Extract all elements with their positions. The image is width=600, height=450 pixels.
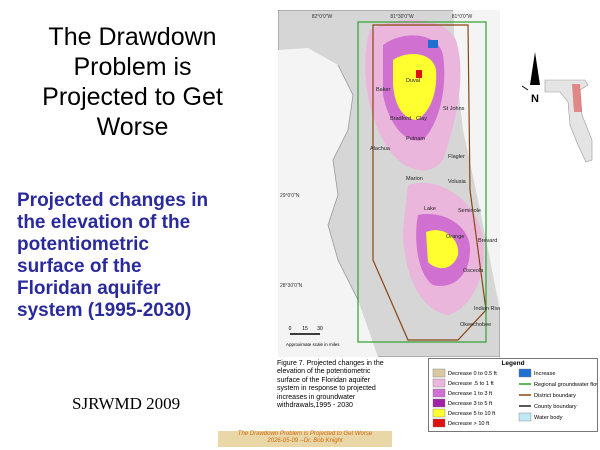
- district-boundary: [372, 24, 487, 341]
- county-label: Okeechobee: [460, 322, 491, 328]
- longitude-label: 82°0'0"W: [312, 14, 333, 20]
- legend-swatch: [432, 388, 446, 398]
- subtitle-line: Floridan aquifer: [17, 278, 161, 299]
- latitude-label: 28°30'0"N: [280, 283, 303, 289]
- legend-swatch: [432, 398, 446, 408]
- legend-label: Decrease 0 to 0.5 ft: [448, 371, 497, 377]
- figure-caption: Figure 7. Projected changes in the elevat…: [277, 360, 427, 410]
- scale-label: Approximate scale in miles: [286, 342, 340, 347]
- legend-label: County boundary: [534, 404, 577, 410]
- legend-label: Decrease 5 to 10 ft: [448, 411, 496, 417]
- legend-label: District boundary: [534, 393, 576, 399]
- subtitle-line: system (1995-2030): [17, 300, 192, 321]
- county-label: Brevard: [478, 238, 497, 244]
- county-label: Marion: [406, 176, 423, 182]
- scale-tick-label: 30: [317, 326, 323, 332]
- legend-label: Increase: [534, 371, 555, 377]
- county-label: Osceola: [463, 268, 484, 274]
- title-line: Worse: [96, 113, 169, 141]
- county-label: Orange: [446, 234, 464, 240]
- coast: [327, 64, 359, 301]
- subtitle-line: surface of the: [17, 256, 142, 277]
- legend-label: Decrease 1 to 3 ft: [448, 391, 493, 397]
- longitude-label: 81°0'0"W: [452, 14, 473, 20]
- legend-label: Regional groundwater flow model boundary: [534, 382, 597, 388]
- legend-label: Water body: [534, 415, 563, 421]
- scale-tick-label: 0: [289, 326, 292, 332]
- footer: The Drawdown Problem is Projected to Get…: [218, 431, 392, 447]
- legend-label: Decrease 3 to 5 ft: [448, 401, 493, 407]
- model-boundary: [357, 21, 487, 343]
- blue-spot: [428, 40, 438, 48]
- legend-swatch: [432, 378, 446, 388]
- scale-tick-label: 15: [302, 326, 308, 332]
- legend-swatch: [432, 368, 446, 378]
- legend: Legend Decrease 0 to 0.5 ft Decrease .5 t…: [428, 358, 600, 432]
- inset-map: N: [521, 52, 593, 163]
- title-line: Problem is: [73, 53, 192, 81]
- caption-line: elevation of the potentiometric: [277, 368, 371, 376]
- county-label: St Johns: [443, 106, 465, 112]
- north-arrow: [530, 52, 540, 85]
- latitude-label: 29°0'0"N: [280, 193, 300, 199]
- county-label: Baker: [376, 87, 391, 93]
- footer-line: 2026-05-09 --Dr. Bob Knight: [267, 438, 343, 444]
- legend-items: Decrease 0 to 0.5 ft Decrease .5 to 1 ft D…: [432, 368, 600, 428]
- title-line: Projected to Get: [42, 83, 223, 111]
- county-label: Putnam: [406, 136, 425, 142]
- county-label: Seminole: [458, 208, 481, 214]
- county-label: Flagler: [448, 154, 465, 160]
- legend-swatch: [432, 418, 446, 428]
- slide-subtitle: Projected changes in the elevation of the…: [17, 190, 267, 322]
- north-label: N: [531, 93, 539, 105]
- cone-north-inner: [393, 54, 437, 121]
- caption-line: Figure 7. Projected changes in the: [277, 360, 384, 367]
- red-spot: [416, 70, 422, 78]
- subtitle-line: Projected changes in: [17, 190, 209, 211]
- florida-outline: [544, 79, 593, 163]
- longitude-label: 81°30'0"W: [390, 14, 414, 20]
- legend-swatch: [518, 412, 532, 422]
- caption-line: surface of the Floridan aquifer: [277, 376, 370, 384]
- county-label: Duval: [406, 78, 420, 84]
- subtitle-line: the elevation of the: [17, 212, 191, 233]
- county-label: Indian River: [474, 306, 500, 312]
- arrow: [521, 85, 529, 91]
- county-label: Bradford: [390, 116, 411, 122]
- caption-line: withdrawals,1995 - 2030: [277, 402, 353, 410]
- legend-title: Legend: [501, 360, 525, 367]
- cone-south-inner: [426, 230, 459, 269]
- legend-label: Decrease > 10 ft: [448, 421, 490, 427]
- subtitle-line: potentiometric: [17, 234, 149, 255]
- gulf: [278, 48, 378, 357]
- legend-label: Decrease .5 to 1 ft: [448, 381, 494, 387]
- county-label: Alachua: [370, 146, 391, 152]
- legend-swatch: [432, 408, 446, 418]
- county-label: Clay: [416, 116, 427, 122]
- legend-swatch: [518, 368, 532, 378]
- caption-line: increases in groundwater: [277, 393, 356, 401]
- caption-line: system in response to projected: [277, 385, 376, 393]
- map: Baker Duval Bradford Clay St Johns Putnam Alac…: [278, 10, 500, 357]
- county-label: Volusia: [448, 179, 467, 185]
- district-highlight: [572, 84, 582, 112]
- footer-line: The Drawdown Problem is Projected to Get…: [237, 431, 373, 437]
- title-line: The Drawdown: [48, 23, 217, 51]
- county-label: Lake: [424, 206, 436, 212]
- ocean: [453, 10, 500, 310]
- slide-title: The Drawdown Problem is Projected to Get Wo…: [0, 22, 265, 142]
- source: SJRWMD 2009: [72, 394, 181, 413]
